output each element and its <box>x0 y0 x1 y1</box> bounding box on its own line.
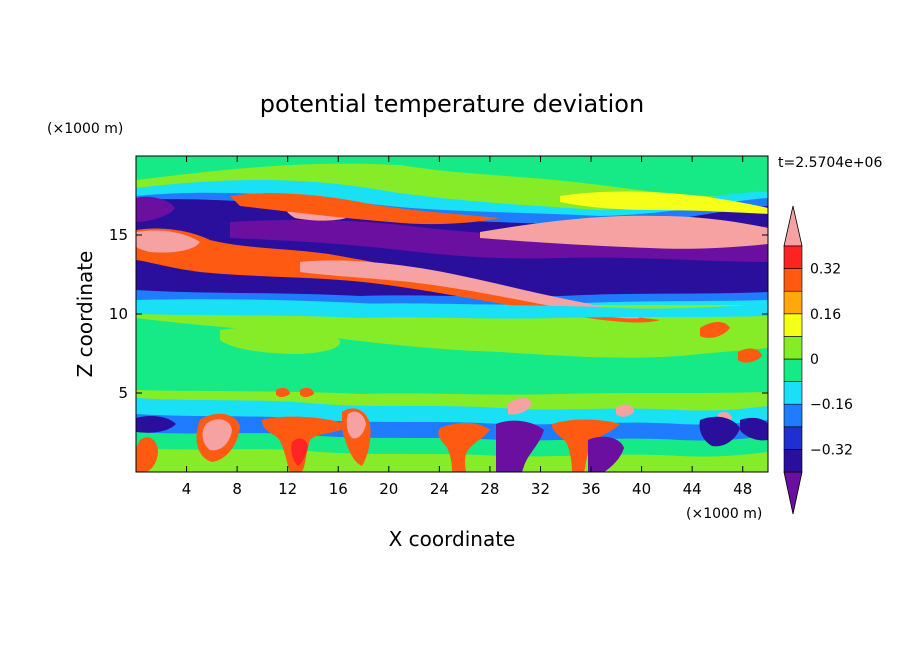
contour-red-fleck-right <box>700 322 730 338</box>
colorbar-swatch <box>783 403 803 428</box>
colorbar-swatch <box>783 449 803 473</box>
contour-purple-core <box>230 219 768 262</box>
colorbar-swatch <box>783 426 803 450</box>
x-tick-label: 8 <box>232 480 242 498</box>
x-tick-label: 16 <box>329 480 348 498</box>
x-axis-label: X coordinate <box>389 527 516 551</box>
x-tick-label: 48 <box>733 480 752 498</box>
colorbar-swatch <box>783 313 803 337</box>
colorbar-swatch <box>783 290 803 315</box>
contour-cold-plume-2 <box>588 436 624 472</box>
contour-top-green <box>136 156 768 197</box>
contour-cold-right-edge <box>740 417 768 441</box>
contour-pink-band-left <box>136 230 200 253</box>
x-unit-label: (×1000 m) <box>686 506 762 522</box>
x-tick-label: 32 <box>531 480 550 498</box>
colorbar-tick-label: −0.32 <box>810 442 853 458</box>
contour-yellow-top-right <box>560 191 768 214</box>
contour-pink-fleck-1 <box>508 398 532 415</box>
x-tick-label: 12 <box>278 480 297 498</box>
y-tick-label: 15 <box>109 226 128 244</box>
x-tick-label: 40 <box>632 480 651 498</box>
contour-plume-4 <box>438 422 490 472</box>
colorbar-tick-label: −0.16 <box>810 397 853 413</box>
colorbar-tick-label: 0.16 <box>810 307 841 323</box>
contour-purple-topleft <box>136 196 175 222</box>
colorbar-tick-label: 0.32 <box>810 262 841 278</box>
y-tick-label: 10 <box>109 305 128 323</box>
contour-cold-plume-1 <box>496 420 544 472</box>
time-label: t=2.5704e+06 <box>778 155 882 171</box>
contour-cold-plume-3 <box>699 416 740 447</box>
contour-plume-1-core <box>202 419 232 451</box>
contour-plume-5 <box>552 419 620 472</box>
contour-field <box>136 156 768 472</box>
y-unit-label: (×1000 m) <box>47 121 123 137</box>
contour-pink-fleck-2 <box>616 404 634 417</box>
colorbar-swatch <box>783 381 803 405</box>
contour-pink-diagonal <box>300 260 640 319</box>
colorbar-swatch <box>783 358 803 382</box>
chart-title: potential temperature deviation <box>260 90 644 118</box>
y-axis: 5 10 15 <box>109 226 768 402</box>
contour-plume-2-core <box>291 438 308 466</box>
colorbar: 0.32 0.16 0 −0.16 −0.32 <box>783 205 853 515</box>
x-tick-label: 20 <box>379 480 398 498</box>
contour-pink-top-right <box>480 215 768 249</box>
x-tick-label: 4 <box>182 480 192 498</box>
contour-orange-top-middle <box>230 193 500 225</box>
x-tick-label: 28 <box>480 480 499 498</box>
contour-plume-6 <box>136 437 158 472</box>
contour-yellowgreen-patch <box>220 327 340 354</box>
contour-cyan-lower <box>136 299 768 319</box>
x-tick-label: 36 <box>581 480 600 498</box>
colorbar-swatch <box>783 268 803 292</box>
colorbar-tick-label: 0 <box>810 352 819 368</box>
x-tick-label: 24 <box>430 480 449 498</box>
x-tick-label: 44 <box>683 480 702 498</box>
x-axis: 4 8 12 16 20 24 28 32 36 40 44 48 <box>182 156 752 498</box>
contour-red-fleck-right-2 <box>738 348 762 363</box>
y-axis-label: Z coordinate <box>73 251 97 378</box>
contour-plume-3-core <box>346 411 366 439</box>
colorbar-max-arrow <box>783 205 803 247</box>
colorbar-swatch <box>783 245 803 269</box>
contour-orange-fleck-1 <box>276 387 290 397</box>
y-tick-label: 5 <box>118 384 128 402</box>
contour-orange-fleck-2 <box>300 387 314 397</box>
colorbar-min-arrow <box>783 471 803 515</box>
colorbar-swatch <box>783 336 803 360</box>
contour-cold-left <box>136 416 176 433</box>
